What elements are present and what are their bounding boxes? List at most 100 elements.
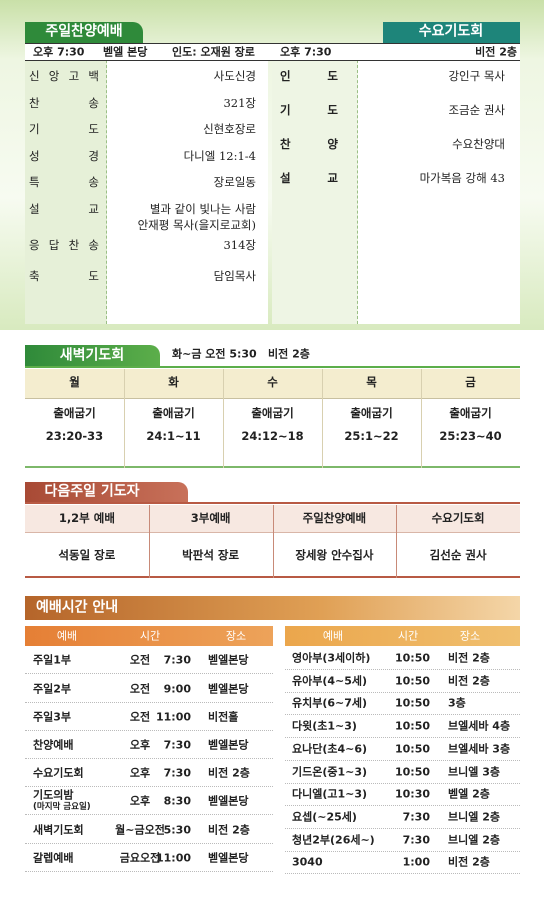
row-separator bbox=[25, 843, 273, 844]
row-separator bbox=[285, 805, 520, 807]
service-place: 벧엘본당 bbox=[208, 851, 249, 865]
order-sub: 안재평 목사(을지로교회) bbox=[137, 218, 256, 233]
header-rule bbox=[25, 502, 520, 504]
column-header: 주일찬양예배 bbox=[302, 511, 367, 526]
service-name: 주일3부 bbox=[33, 710, 72, 724]
info-row bbox=[25, 43, 520, 61]
section-title: 다음주일 기도자 bbox=[44, 483, 140, 500]
dawn-time: 화~금 오전 5:30 bbox=[172, 347, 257, 361]
service-time: 7:30 bbox=[163, 766, 191, 780]
dept-name: 기드온(중1~3) bbox=[292, 764, 368, 778]
service-place: 비전홀 bbox=[208, 710, 239, 724]
column-divider bbox=[148, 505, 150, 578]
order-value: 사도신경 bbox=[213, 69, 256, 84]
row-separator bbox=[25, 702, 273, 703]
service-place: 벧엘본당 bbox=[208, 682, 249, 696]
left-label-strip bbox=[25, 60, 107, 324]
row-separator bbox=[25, 673, 273, 674]
column-divider bbox=[272, 505, 274, 578]
service-time: 11:00 bbox=[155, 851, 191, 865]
dept-time: 10:30 bbox=[394, 787, 430, 801]
column-divider bbox=[396, 505, 398, 578]
book-name: 출애굽기 bbox=[350, 406, 393, 421]
row-separator bbox=[285, 873, 520, 875]
dept-place: 벧엘 2층 bbox=[448, 787, 490, 801]
dept-name: 청년2부(26세~) bbox=[292, 833, 375, 846]
passage: 25:1~22 bbox=[344, 429, 399, 444]
order-value: 담임목사 bbox=[213, 269, 256, 284]
service-name: 주일1부 bbox=[33, 653, 72, 667]
passage: 24:1~11 bbox=[146, 429, 201, 444]
dept-name: 유치부(6~7세) bbox=[292, 696, 368, 710]
column-header: 수요기도회 bbox=[431, 511, 485, 526]
order-value: 장로일동 bbox=[213, 175, 256, 190]
order-value: 321장 bbox=[223, 96, 256, 111]
order-value: 수요찬양대 bbox=[452, 137, 505, 152]
dawn-place: 비전 2층 bbox=[268, 347, 310, 361]
order-label: 응 답 찬 송 bbox=[29, 238, 99, 253]
dept-name: 유아부(4~5세) bbox=[292, 674, 368, 688]
service-leader: 인도: 오재원 장로 bbox=[172, 45, 255, 59]
book-name: 출애굽기 bbox=[251, 406, 294, 421]
dept-place: 브엘세바 3층 bbox=[448, 742, 511, 756]
header-bar bbox=[25, 345, 160, 367]
service-ampm: 오후 bbox=[129, 738, 151, 752]
service-place: 비전 2층 bbox=[208, 823, 250, 837]
row-separator bbox=[285, 669, 520, 670]
service-ampm: 금요오전 bbox=[119, 851, 161, 865]
right-header-bar bbox=[383, 22, 520, 43]
service-name: 기도의밤 bbox=[33, 788, 74, 802]
row-separator bbox=[25, 786, 273, 787]
dept-time: 7:30 bbox=[402, 833, 430, 846]
service-time: 8:30 bbox=[163, 794, 191, 808]
service-time: 9:00 bbox=[163, 682, 191, 696]
book-name: 출애굽기 bbox=[449, 406, 492, 421]
column-header: 3부예배 bbox=[190, 511, 231, 526]
section-title: 수요기도회 bbox=[418, 23, 484, 40]
order-label: 설 교 bbox=[280, 171, 338, 186]
dept-name: 요셉(~25세) bbox=[292, 810, 357, 824]
order-value: 별과 같이 빛나는 사람 bbox=[149, 202, 256, 217]
order-value: 마가복음 강해 43 bbox=[419, 171, 505, 186]
column-header: 장소 bbox=[225, 629, 247, 643]
header-bar bbox=[25, 596, 520, 620]
column-header: 예배 bbox=[56, 629, 78, 643]
dept-place: 브니엘 3층 bbox=[448, 764, 500, 778]
service-ampm: 월~금오전 bbox=[115, 823, 165, 837]
service-place: 벧엘본당 bbox=[208, 794, 249, 808]
service-time: 7:30 bbox=[163, 653, 191, 667]
passage: 24:12~18 bbox=[241, 429, 304, 444]
order-value: 다니엘 12:1-4 bbox=[183, 149, 256, 164]
dept-time: 7:30 bbox=[402, 810, 430, 824]
dept-time: 10:50 bbox=[394, 742, 430, 756]
prayer-name: 박판석 장로 bbox=[182, 548, 240, 563]
dept-name: 영아부(3세이하) bbox=[292, 651, 371, 665]
column-header: 시간 bbox=[139, 629, 161, 643]
order-label: 인 도 bbox=[280, 69, 338, 84]
order-value: 강인구 목사 bbox=[448, 69, 505, 84]
row-separator bbox=[285, 759, 520, 761]
dept-place: 비전 2층 bbox=[448, 651, 490, 665]
column-divider bbox=[322, 369, 323, 468]
service-ampm: 오전 bbox=[129, 653, 151, 667]
order-label: 찬 송 bbox=[29, 96, 99, 111]
column-header: 예배 bbox=[322, 629, 344, 643]
dept-place: 브니엘 2층 bbox=[448, 810, 500, 824]
section-title: 새벽기도회 bbox=[59, 347, 125, 364]
service-time: 오후 7:30 bbox=[33, 45, 85, 59]
section-title: 주일찬양예배 bbox=[45, 23, 123, 40]
row-separator bbox=[285, 782, 520, 784]
row-separator bbox=[285, 737, 520, 739]
service-time: 5:30 bbox=[163, 823, 191, 837]
dept-name: 다윗(초1~3) bbox=[292, 719, 357, 733]
order-label: 신 앙 고 백 bbox=[29, 69, 99, 84]
order-value: 조금순 권사 bbox=[448, 103, 505, 118]
dept-time: 1:00 bbox=[402, 855, 430, 869]
row-separator bbox=[285, 850, 520, 852]
dept-name: 다니엘(고1~3) bbox=[292, 787, 368, 801]
dept-time: 10:50 bbox=[394, 719, 430, 733]
row-separator bbox=[285, 827, 520, 829]
dept-name: 3040 bbox=[292, 855, 323, 869]
dept-place: 비전 2층 bbox=[448, 674, 490, 688]
